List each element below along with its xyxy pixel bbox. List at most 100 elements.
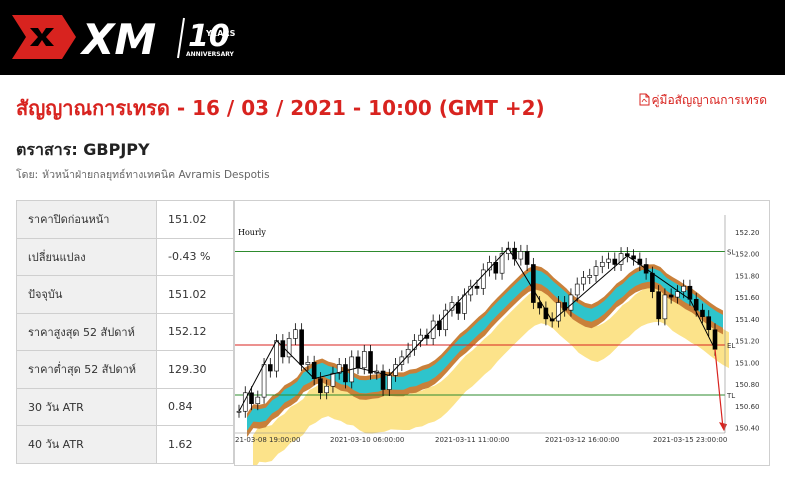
candle-body xyxy=(593,266,599,276)
forecast-arrow-head xyxy=(719,422,727,432)
level-label: TL xyxy=(726,392,735,400)
stat-value: 1.62 xyxy=(156,425,234,464)
stat-label: ปัจจุบัน xyxy=(16,275,157,314)
candle-body xyxy=(268,364,273,372)
candle-body xyxy=(274,340,279,372)
stat-label: ราคาสูงสุด 52 สัปดาห์ xyxy=(16,312,157,351)
x-tick-label: 2021-03-10 06:00:00 xyxy=(330,436,404,444)
stat-value: 152.12 xyxy=(156,312,234,351)
candle-body xyxy=(437,320,442,331)
candle-body xyxy=(650,272,655,292)
x-tick-label: 21-03-08 19:00:00 xyxy=(235,436,300,444)
candle-body xyxy=(587,275,593,278)
stat-value: 151.02 xyxy=(156,200,234,239)
candle-body xyxy=(706,316,712,331)
instrument-heading: ตราสาร: GBPJPY xyxy=(16,140,150,159)
table-row: ราคาปิดก่อนหน้า 151.02 xyxy=(16,200,234,239)
candle-body xyxy=(537,302,542,309)
candle-body xyxy=(668,294,674,298)
y-tick-label: 151.80 xyxy=(735,272,760,280)
y-tick-label: 151.40 xyxy=(735,316,760,324)
table-row: ราคาต่ำสุด 52 สัปดาห์ 129.30 xyxy=(16,350,234,389)
candle-body xyxy=(518,251,524,260)
candle-body xyxy=(387,375,392,390)
cloud-band-yellow xyxy=(253,286,729,472)
candle-body xyxy=(261,364,267,398)
stat-value: -0.43 % xyxy=(156,237,234,276)
level-label: EL xyxy=(727,342,735,350)
svg-text:10: 10 xyxy=(188,19,230,54)
candle-body xyxy=(531,264,536,303)
candle-body xyxy=(293,329,298,339)
x-tick-label: 2021-03-12 16:00:00 xyxy=(545,436,619,444)
y-tick-label: 152.00 xyxy=(735,251,760,259)
stat-value: 151.02 xyxy=(156,275,234,314)
candle-body xyxy=(700,309,705,317)
forecast-arrow-line xyxy=(714,349,724,429)
candle-body xyxy=(675,291,680,298)
candle-body xyxy=(462,294,467,314)
candle-body xyxy=(399,356,405,365)
stat-label: 40 วัน ATR xyxy=(16,425,157,464)
candle-body xyxy=(393,364,398,376)
y-tick-label: 151.00 xyxy=(735,359,760,367)
table-row: ปัจจุบัน 151.02 xyxy=(16,275,234,314)
candle-body xyxy=(656,291,661,320)
stats-table: ราคาปิดก่อนหน้า 151.02 เปลี่ยนแปลง -0.43 %… xyxy=(16,200,234,464)
candle-body xyxy=(606,258,611,263)
author-byline: โดย: หัวหน้าฝ่ายกลยุทธ์ทางเทคนิค Avramis … xyxy=(16,166,274,183)
candle-body xyxy=(318,378,323,394)
signal-guide-link[interactable]: คู่มือสัญญาณการเทรด xyxy=(639,91,768,110)
candle-body xyxy=(336,364,342,374)
pdf-icon xyxy=(639,93,649,106)
table-row: ราคาสูงสุด 52 สัปดาห์ 152.12 xyxy=(16,312,234,351)
price-chart: SL EL TL 152.20 152.00 151.80 151.60 151.40 151… xyxy=(234,200,770,472)
candle-body xyxy=(286,338,292,358)
y-tick-label: 151.20 xyxy=(735,338,760,346)
candle-body xyxy=(443,309,448,331)
candle-body xyxy=(512,247,517,260)
candle-body xyxy=(556,302,561,322)
candle-body xyxy=(499,253,505,274)
candle-body xyxy=(681,285,686,292)
y-tick-label: 150.40 xyxy=(735,425,760,433)
candle-body xyxy=(581,277,586,285)
y-tick-label: 150.80 xyxy=(735,381,760,389)
stat-value: 129.30 xyxy=(156,350,234,389)
candle-body xyxy=(455,302,461,314)
candle-body xyxy=(236,410,242,413)
candle-body xyxy=(355,356,361,369)
candle-body xyxy=(361,351,367,369)
candle-body xyxy=(524,251,530,265)
stat-label: ราคาปิดก่อนหน้า xyxy=(16,200,157,239)
candle-body xyxy=(574,283,580,296)
chart-svg: SL EL TL 152.20 152.00 151.80 151.60 151.40 151… xyxy=(235,215,760,472)
stat-label: เปลี่ยนแปลง xyxy=(16,237,157,276)
y-tick-label: 152.20 xyxy=(735,229,760,237)
candle-body xyxy=(311,362,317,379)
svg-text:XM: XM xyxy=(79,15,156,62)
candle-body xyxy=(380,370,386,390)
candle-body xyxy=(255,396,261,404)
candle-body xyxy=(330,372,336,387)
top-bar: XM 10 YEARS ANNIVERSARY xyxy=(0,0,785,75)
candle-body xyxy=(568,294,574,311)
svg-text:YEARS: YEARS xyxy=(205,29,236,38)
candle-body xyxy=(343,364,348,383)
svg-text:ANNIVERSARY: ANNIVERSARY xyxy=(186,51,235,58)
candle-body xyxy=(631,255,636,260)
candle-body xyxy=(599,262,605,267)
level-label: SL xyxy=(727,248,735,256)
y-tick-label: 150.60 xyxy=(735,403,760,411)
x-tick-label: 2021-03-15 23:00:00 xyxy=(653,436,727,444)
signal-guide-label[interactable]: คู่มือสัญญาณการเทรด xyxy=(651,93,768,107)
candle-body xyxy=(662,294,668,320)
candle-body xyxy=(480,269,486,289)
candle-body xyxy=(418,334,423,341)
page-title: สัญญาณการเทรด - 16 / 03 / 2021 - 10:00 (… xyxy=(16,96,545,120)
xm-logo[interactable]: XM 10 YEARS ANNIVERSARY xyxy=(12,12,252,62)
candle-body xyxy=(249,392,254,404)
candle-body xyxy=(612,258,618,265)
candle-body xyxy=(430,320,436,339)
candle-body xyxy=(493,262,499,274)
